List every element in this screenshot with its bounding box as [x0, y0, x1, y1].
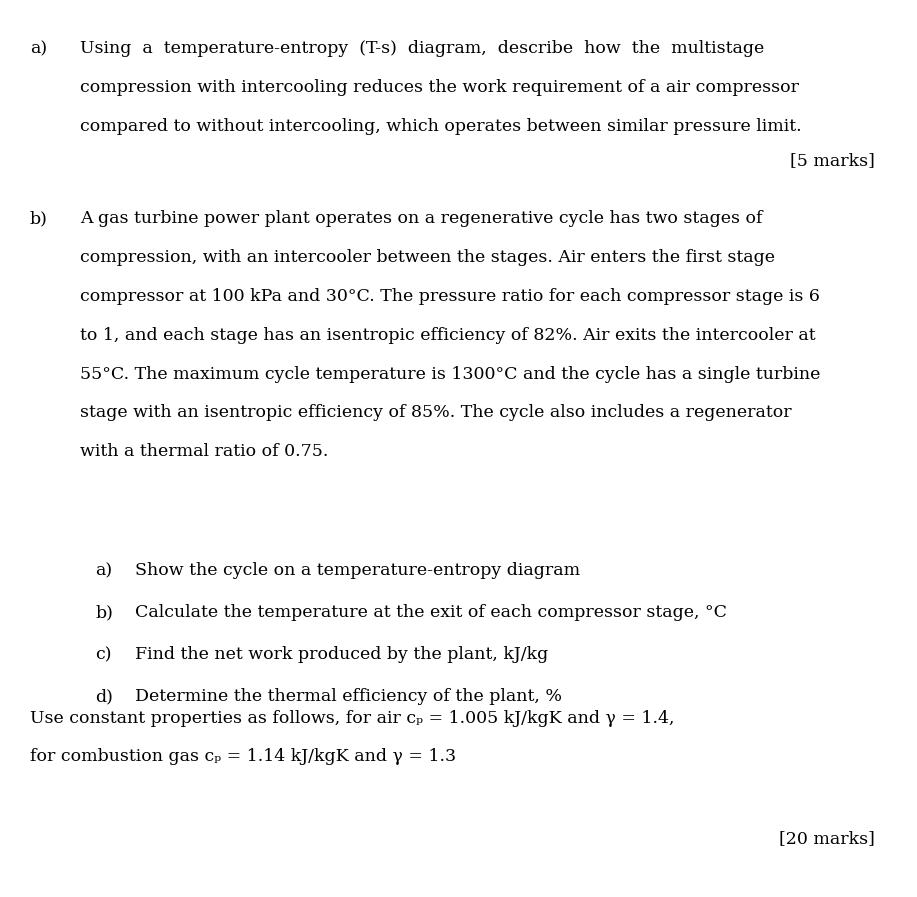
Text: A gas turbine power plant operates on a regenerative cycle has two stages of: A gas turbine power plant operates on a … — [80, 210, 763, 227]
Text: stage with an isentropic efficiency of 85%. The cycle also includes a regenerato: stage with an isentropic efficiency of 8… — [80, 405, 791, 422]
Text: d): d) — [95, 688, 113, 705]
Text: to 1, and each stage has an isentropic efficiency of 82%. Air exits the intercoo: to 1, and each stage has an isentropic e… — [80, 327, 815, 344]
Text: b): b) — [95, 604, 113, 621]
Text: [5 marks]: [5 marks] — [790, 152, 875, 169]
Text: Use constant properties as follows, for air cₚ = 1.005 kJ/kgK and γ = 1.4,: Use constant properties as follows, for … — [30, 710, 675, 727]
Text: compared to without intercooling, which operates between similar pressure limit.: compared to without intercooling, which … — [80, 118, 801, 135]
Text: c): c) — [95, 646, 112, 663]
Text: Show the cycle on a temperature-entropy diagram: Show the cycle on a temperature-entropy … — [135, 562, 580, 579]
Text: for combustion gas cₚ = 1.14 kJ/kgK and γ = 1.3: for combustion gas cₚ = 1.14 kJ/kgK and … — [30, 748, 456, 765]
Text: compression with intercooling reduces the work requirement of a air compressor: compression with intercooling reduces th… — [80, 79, 799, 96]
Text: [20 marks]: [20 marks] — [779, 830, 875, 847]
Text: b): b) — [30, 210, 48, 227]
Text: 55°C. The maximum cycle temperature is 1300°C and the cycle has a single turbine: 55°C. The maximum cycle temperature is 1… — [80, 366, 821, 382]
Text: compression, with an intercooler between the stages. Air enters the first stage: compression, with an intercooler between… — [80, 248, 775, 266]
Text: Find the net work produced by the plant, kJ/kg: Find the net work produced by the plant,… — [135, 646, 548, 663]
Text: with a thermal ratio of 0.75.: with a thermal ratio of 0.75. — [80, 443, 328, 460]
Text: compressor at 100 kPa and 30°C. The pressure ratio for each compressor stage is : compressor at 100 kPa and 30°C. The pres… — [80, 288, 820, 305]
Text: Determine the thermal efficiency of the plant, %: Determine the thermal efficiency of the … — [135, 688, 562, 705]
Text: a): a) — [30, 40, 47, 57]
Text: Calculate the temperature at the exit of each compressor stage, °C: Calculate the temperature at the exit of… — [135, 604, 727, 621]
Text: Using  a  temperature-entropy  (T-s)  diagram,  describe  how  the  multistage: Using a temperature-entropy (T-s) diagra… — [80, 40, 764, 57]
Text: a): a) — [95, 562, 112, 579]
